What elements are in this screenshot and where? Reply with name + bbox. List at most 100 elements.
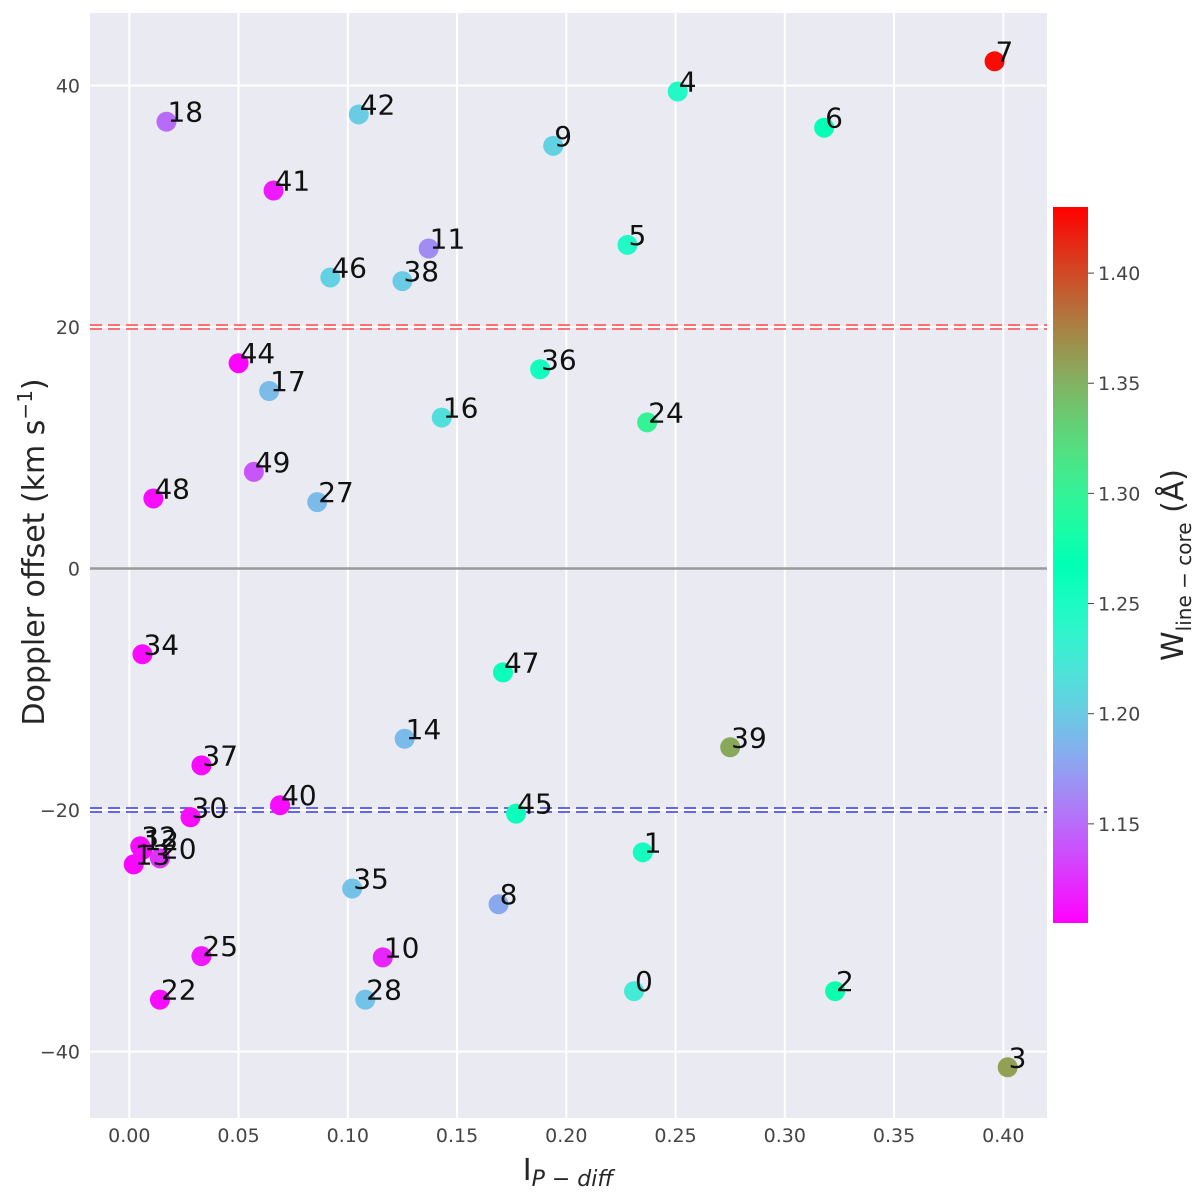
x-tick-label: 0.10 (327, 1125, 369, 1147)
point-label: 40 (281, 779, 317, 812)
point-label: 12 (143, 824, 179, 857)
point-label: 14 (406, 713, 442, 746)
point-label: 39 (731, 721, 767, 754)
data-point (307, 492, 328, 513)
point-label: 41 (275, 165, 311, 198)
point-label: 45 (517, 788, 553, 821)
point-label: 30 (192, 791, 228, 824)
x-tick-label: 0.15 (436, 1125, 478, 1147)
data-point (488, 894, 509, 915)
data-point (431, 407, 452, 428)
y-tick-label: −40 (40, 1042, 80, 1064)
colorbar-tick-label: 1.40 (1098, 263, 1140, 285)
data-point (243, 461, 264, 482)
point-label: 18 (167, 96, 203, 129)
data-point (228, 353, 249, 374)
y-tick-label: 20 (56, 317, 80, 339)
point-label: 32 (141, 820, 177, 853)
x-tick-label: 0.40 (982, 1125, 1024, 1147)
point-label: 37 (202, 739, 238, 772)
colorbar-tick-label: 1.30 (1098, 483, 1140, 505)
colorbar-tick-label: 1.15 (1098, 814, 1140, 836)
point-label: 28 (366, 974, 402, 1007)
data-point (530, 359, 551, 380)
x-axis-title: IP − diff (523, 1153, 616, 1192)
data-point (492, 662, 513, 683)
data-point (624, 981, 645, 1002)
x-tick-label: 0.30 (764, 1125, 806, 1147)
point-label: 1 (644, 826, 662, 859)
x-tick-labels: 0.00 0.05 0.10 0.15 0.20 0.25 0.30 0.35 0.40 (108, 1125, 1024, 1147)
data-point (149, 989, 170, 1010)
data-point (637, 412, 658, 433)
colorbar-tick-label: 1.35 (1098, 373, 1140, 395)
colorbar-tick-label: 1.25 (1098, 594, 1140, 616)
data-point (667, 81, 688, 102)
point-label: 47 (504, 646, 540, 679)
data-point (720, 737, 741, 758)
point-label: 36 (541, 343, 577, 376)
colorbar-ticks: 1.15 1.20 1.25 1.30 1.35 1.40 (1088, 263, 1140, 836)
data-point (632, 842, 653, 863)
data-point (149, 848, 170, 869)
data-point (263, 180, 284, 201)
colorbar-title: Wline − core (Å) (1155, 469, 1196, 661)
data-point (825, 981, 846, 1002)
data-point (123, 854, 144, 875)
point-label: 46 (331, 251, 367, 284)
point-label: 4 (679, 65, 697, 98)
x-tick-label: 0.00 (108, 1125, 150, 1147)
data-point (418, 238, 439, 259)
data-point (348, 104, 369, 125)
y-tick-label: 40 (56, 75, 80, 97)
point-label: 11 (430, 222, 466, 255)
point-label: 49 (255, 446, 291, 479)
point-labels: 0123456789101112131416171820222425272830… (135, 35, 1027, 1074)
point-label: 20 (161, 832, 197, 865)
colorbar-tick-label: 1.20 (1098, 704, 1140, 726)
data-point (180, 807, 201, 828)
point-label: 13 (135, 838, 171, 871)
point-label: 22 (161, 974, 197, 1007)
data-point (543, 135, 564, 156)
data-point (270, 795, 291, 816)
data-point (132, 644, 153, 665)
x-tick-label: 0.25 (654, 1125, 696, 1147)
colorbar (1053, 207, 1088, 923)
data-point (394, 728, 415, 749)
point-label: 9 (554, 120, 572, 153)
data-point (342, 878, 363, 899)
point-label: 5 (628, 219, 646, 252)
point-label: 8 (500, 878, 518, 911)
point-label: 0 (635, 965, 653, 998)
point-label: 2 (836, 965, 854, 998)
point-label: 7 (996, 35, 1014, 68)
data-point (143, 488, 164, 509)
data-point (130, 836, 151, 857)
data-point (191, 946, 212, 967)
data-point (617, 234, 638, 255)
point-label: 34 (143, 628, 179, 661)
x-tick-label: 0.20 (545, 1125, 587, 1147)
point-label: 42 (360, 88, 396, 121)
point-label: 27 (318, 476, 354, 509)
point-label: 35 (353, 863, 389, 896)
point-label: 10 (384, 931, 420, 964)
data-point (984, 51, 1005, 72)
data-point (259, 380, 280, 401)
y-tick-labels: −40 −20 0 20 40 (40, 75, 80, 1063)
data-point (355, 989, 376, 1010)
data-points (123, 51, 1018, 1078)
point-label: 3 (1009, 1041, 1027, 1074)
reference-lines (90, 324, 1047, 813)
point-label: 24 (648, 396, 684, 429)
y-tick-label: 0 (68, 559, 80, 581)
point-label: 38 (403, 255, 439, 288)
y-axis-title: Doppler offset (km s−1) (13, 378, 52, 725)
data-point (997, 1057, 1018, 1078)
y-tick-label: −20 (40, 800, 80, 822)
data-point (156, 111, 177, 132)
point-label: 16 (443, 392, 479, 425)
point-label: 17 (270, 365, 306, 398)
plot-area (90, 13, 1047, 1118)
